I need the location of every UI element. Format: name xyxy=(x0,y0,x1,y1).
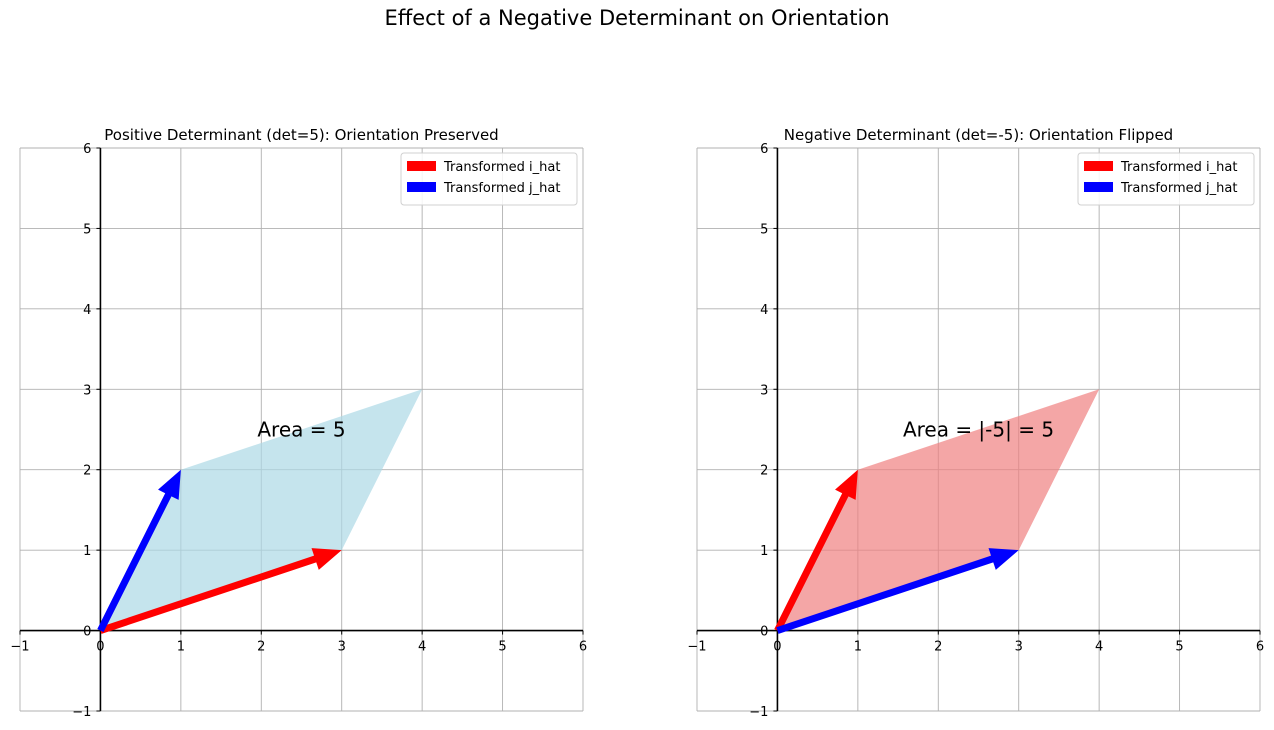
legend-swatch xyxy=(407,161,436,171)
vector-arrow-j-hat xyxy=(776,548,1019,634)
y-tick-label: −1 xyxy=(72,705,91,720)
panel-negative-determinant: −1 0 1 2 3 4 5 6 −1 0 1 2 3 4 5 6 Area = |-5| = 5 Negativ… xyxy=(687,126,1264,720)
legend-swatch xyxy=(1084,182,1113,192)
x-tick-label: 0 xyxy=(96,640,104,655)
x-tick-label: 5 xyxy=(498,640,506,655)
y-tick-label: 0 xyxy=(83,625,91,640)
x-tick-label: 4 xyxy=(1095,640,1103,655)
legend-swatch xyxy=(407,182,436,192)
x-tick-label: 6 xyxy=(1256,640,1264,655)
legend: Transformed i_hat Transformed j_hat xyxy=(1077,152,1255,206)
x-tick-label: −1 xyxy=(10,640,29,655)
panel-title: Negative Determinant (det=-5): Orientati… xyxy=(784,126,1173,144)
figure-title: Effect of a Negative Determinant on Orie… xyxy=(384,6,890,30)
x-tick-label: 0 xyxy=(773,640,781,655)
legend-box xyxy=(1077,152,1255,206)
y-tick-label: −1 xyxy=(749,705,768,720)
y-tick-label: 5 xyxy=(760,222,768,237)
panel-positive-determinant: −1 0 1 2 3 4 5 6 −1 0 1 2 3 4 5 6 Area = 5 Positive Deter… xyxy=(10,126,587,720)
legend-label: Transformed i_hat xyxy=(443,160,560,175)
x-tick-label: 5 xyxy=(1175,640,1183,655)
x-tick-label: 1 xyxy=(854,640,862,655)
x-tick-label: 2 xyxy=(934,640,942,655)
vector-arrow-i-hat xyxy=(99,548,342,634)
parallelogram-area xyxy=(100,389,423,631)
parallelogram-area xyxy=(777,389,1100,631)
x-tick-label: −1 xyxy=(687,640,706,655)
area-annotation: Area = 5 xyxy=(257,418,345,442)
y-tick-label: 1 xyxy=(83,544,91,559)
x-tick-label: 3 xyxy=(338,640,346,655)
vector-arrow-j-hat xyxy=(97,469,181,633)
y-tick-label: 2 xyxy=(83,464,91,479)
legend: Transformed i_hat Transformed j_hat xyxy=(400,152,578,206)
legend-box xyxy=(400,152,578,206)
legend-label: Transformed j_hat xyxy=(1120,181,1237,196)
x-tick-label: 1 xyxy=(177,640,185,655)
y-tick-label: 1 xyxy=(760,544,768,559)
y-tick-label: 2 xyxy=(760,464,768,479)
x-tick-label: 2 xyxy=(257,640,265,655)
y-tick-label: 4 xyxy=(83,303,91,318)
y-tick-label: 6 xyxy=(83,142,91,157)
panel-title: Positive Determinant (det=5): Orientatio… xyxy=(104,126,498,144)
y-tick-label: 4 xyxy=(760,303,768,318)
x-tick-label: 3 xyxy=(1015,640,1023,655)
legend-label: Transformed j_hat xyxy=(443,181,560,196)
y-tick-label: 6 xyxy=(760,142,768,157)
area-annotation: Area = |-5| = 5 xyxy=(903,418,1054,442)
y-tick-label: 3 xyxy=(760,383,768,398)
legend-swatch xyxy=(1084,161,1113,171)
x-tick-label: 6 xyxy=(579,640,587,655)
legend-label: Transformed i_hat xyxy=(1120,160,1237,175)
vector-arrow-i-hat xyxy=(774,469,858,633)
y-tick-label: 3 xyxy=(83,383,91,398)
y-tick-label: 5 xyxy=(83,222,91,237)
x-tick-label: 4 xyxy=(418,640,426,655)
y-tick-label: 0 xyxy=(760,625,768,640)
